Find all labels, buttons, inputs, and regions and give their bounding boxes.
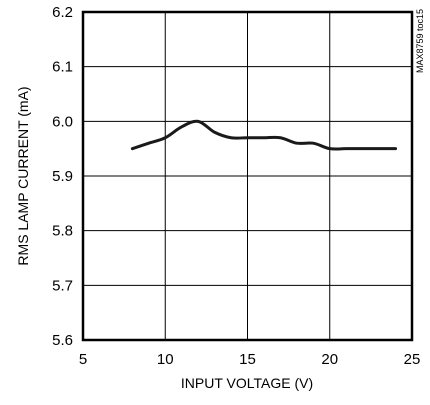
figure-code-annotation: MAX8759 toc15 <box>415 9 425 73</box>
y-tick-label: 6.1 <box>52 59 73 76</box>
x-tick-label: 15 <box>239 351 256 368</box>
x-axis-label: INPUT VOLTAGE (V) <box>181 375 313 391</box>
x-tick-label: 10 <box>157 351 174 368</box>
series <box>132 121 395 149</box>
y-tick-label: 6.0 <box>52 113 73 130</box>
series-line <box>132 121 395 149</box>
x-tick-label: 5 <box>79 351 87 368</box>
y-tick-label: 5.8 <box>52 223 73 240</box>
grid <box>83 12 412 340</box>
x-tick-label: 25 <box>404 351 421 368</box>
y-tick-label: 6.2 <box>52 4 73 21</box>
y-tick-label: 5.6 <box>52 332 73 349</box>
y-axis-label: RMS LAMP CURRENT (mA) <box>15 86 31 265</box>
x-tick-label: 20 <box>321 351 338 368</box>
y-tick-label: 5.7 <box>52 277 73 294</box>
y-tick-label: 5.9 <box>52 168 73 185</box>
tick-labels: 5 10 15 20 25 5.6 5.7 5.8 5.9 6.0 6.1 6.2 <box>52 4 420 368</box>
